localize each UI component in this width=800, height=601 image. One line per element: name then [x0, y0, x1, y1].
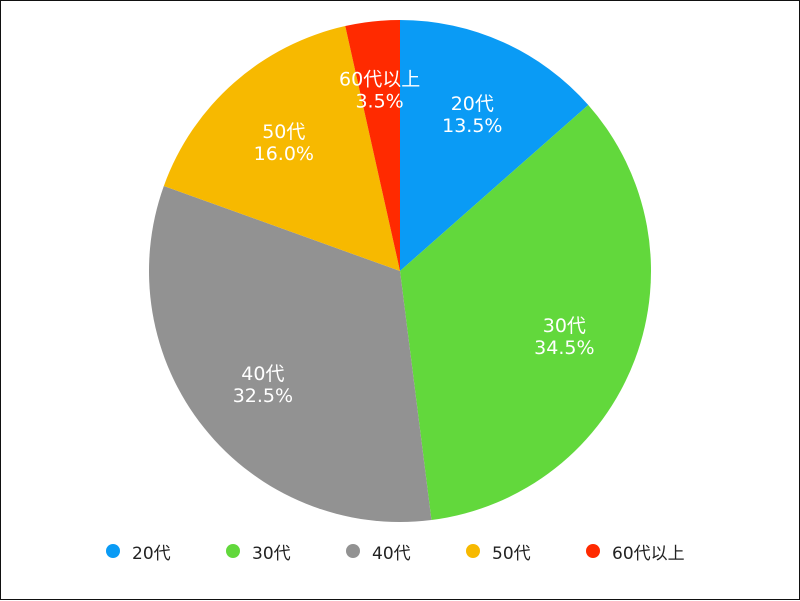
pie-slice-1	[400, 20, 589, 271]
legend-item-1: 20代	[106, 536, 171, 566]
legend-label-3: 40代	[372, 543, 411, 564]
legend-label-2: 30代	[252, 543, 291, 564]
slice-label-percent-2: 34.5%	[534, 337, 594, 359]
legend-label-4: 50代	[492, 543, 531, 564]
legend-item-5: 60代以上	[586, 536, 685, 566]
pie-slice-3	[149, 185, 432, 522]
slice-label-category-5: 60代以上	[339, 68, 420, 90]
legend-swatch-1	[106, 544, 120, 558]
slice-label-category-2: 30代	[543, 315, 586, 337]
slice-label-percent-4: 16.0%	[254, 143, 314, 165]
slice-label-category-4: 50代	[262, 121, 305, 143]
legend-swatch-2	[226, 544, 240, 558]
legend-label-5: 60代以上	[612, 543, 685, 564]
legend-label-1: 20代	[132, 543, 171, 564]
legend: 20代 30代 40代 50代 60代以上	[1, 536, 800, 566]
slice-label-percent-1: 13.5%	[442, 115, 502, 137]
pie-slice-5	[345, 20, 400, 271]
pie-slice-4	[163, 26, 400, 272]
legend-swatch-4	[466, 544, 480, 558]
pie-slice-2	[400, 105, 652, 521]
legend-item-2: 30代	[226, 536, 291, 566]
slice-label-percent-3: 32.5%	[233, 385, 293, 407]
legend-item-4: 50代	[466, 536, 531, 566]
slice-label-percent-5: 3.5%	[355, 90, 403, 112]
legend-item-3: 40代	[346, 536, 411, 566]
legend-swatch-5	[586, 544, 600, 558]
slice-label-category-1: 20代	[451, 93, 494, 115]
legend-swatch-3	[346, 544, 360, 558]
slice-label-category-3: 40代	[241, 363, 284, 385]
